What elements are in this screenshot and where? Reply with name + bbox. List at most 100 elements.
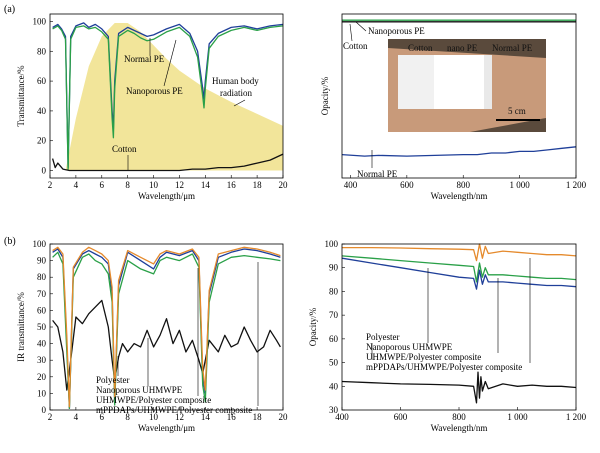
- series-line-normal-pe: [341, 146, 577, 157]
- y-tick-label: 80: [37, 46, 47, 56]
- leader-human-body: [233, 99, 246, 107]
- series-line-normal-pe: [52, 22, 284, 169]
- plot-frame: [49, 13, 284, 179]
- x-tick-label: 4: [74, 412, 79, 422]
- series-line-cotton: [51, 153, 284, 172]
- x-tick-label: 20: [279, 412, 289, 422]
- inset-label-cotton: Cotton: [408, 43, 433, 53]
- x-tick-label: 600: [394, 412, 408, 422]
- annotation-mppdaps-b: mPPDAPs/UHMWPE/Polyester composite: [96, 405, 252, 415]
- inset-label-normal-pe: Normal PE: [492, 43, 533, 53]
- y-tick-label: 100: [33, 239, 47, 249]
- y-tick-label: 40: [37, 106, 47, 116]
- x-tick-label: 16: [227, 412, 237, 422]
- x-tick-label: 8: [125, 412, 130, 422]
- panel-label-a: (a): [4, 4, 15, 15]
- annotation-nanoporous-pe: Nanoporous PE: [126, 86, 183, 96]
- y-tick-label: 0: [42, 166, 47, 176]
- annotations-a-left: Normal PE Nanoporous PE Human body radia…: [112, 38, 259, 170]
- y-tick-label: 40: [329, 381, 339, 391]
- y-tick-label: 30: [37, 355, 47, 365]
- y-tick-label: 100: [325, 239, 339, 249]
- leader-cotton-right: [349, 23, 353, 42]
- x-tick-label: 14: [201, 180, 211, 190]
- y-tick-label: 90: [329, 263, 339, 273]
- inset-scale-label: 5 cm: [508, 106, 526, 116]
- y-axis-label: IR transmittance/%: [16, 292, 26, 362]
- annotation-polyester-br: Polyester: [366, 332, 400, 342]
- annotations-a-right: Nanoporous PE Cotton Normal PE: [343, 21, 425, 179]
- x-tick-label: 1 000: [509, 180, 530, 190]
- series-line-polyester: [52, 299, 281, 391]
- y-tick-label: 80: [329, 286, 339, 296]
- x-tick-label: 2: [48, 180, 53, 190]
- x-tick-label: 1 000: [507, 412, 528, 422]
- annotation-mppdaps-br: mPPDAPs/UHMWPE/Polyester composite: [366, 362, 522, 372]
- annotation-uhmwpe-polyester-br: UHMWPE/Polyester composite: [366, 352, 481, 362]
- plot-frame: [341, 13, 577, 179]
- x-tick-label: 12: [175, 412, 184, 422]
- x-tick-label: 12: [175, 180, 184, 190]
- series-line-uhmwpe-polyester-composite: [341, 255, 577, 283]
- inset-label-nano-pe: nano PE: [447, 43, 478, 53]
- x-tick-label: 1 200: [566, 412, 587, 422]
- series-line-nanoporous-uhmwpe: [341, 257, 577, 290]
- x-axis-label: Wavelength/μm: [138, 423, 195, 433]
- x-axis-label: Wavelength/μm: [138, 191, 195, 201]
- annotation-cotton-right: Cotton: [343, 41, 368, 51]
- y-tick-label: 50: [329, 358, 339, 368]
- x-tick-label: 800: [456, 180, 470, 190]
- x-tick-label: 20: [279, 180, 289, 190]
- series-line-mppdaps-uhmwpe-polyester-composite: [342, 243, 577, 262]
- y-tick-label: 10: [37, 388, 47, 398]
- y-tick-label: 20: [37, 136, 47, 146]
- annotation-cotton: Cotton: [112, 144, 137, 154]
- x-tick-label: 18: [253, 180, 263, 190]
- y-tick-label: 50: [37, 322, 47, 332]
- series-line-polyester: [341, 371, 577, 404]
- y-tick-label: 60: [37, 76, 47, 86]
- chart-b-left: 2 4 6 8 10 12 14 16 18 20 0 10 20 30 40 50 60 70 80 90 100 Wa…: [16, 239, 288, 433]
- inset-photo: Cotton nano PE Normal PE 5 cm: [388, 39, 546, 132]
- y-tick-label: 40: [37, 339, 47, 349]
- chart-a-right: 400 600 800 1 000 1 200 Wavelength/nm Opacity/…: [320, 13, 587, 201]
- x-tick-label: 400: [344, 180, 358, 190]
- y-tick-label: 70: [37, 289, 47, 299]
- cotton-swatch: [398, 55, 434, 109]
- x-tick-label: 14: [201, 412, 211, 422]
- x-axis-label: Wavelength/nm: [431, 423, 488, 433]
- normal-pe-swatch: [484, 55, 492, 109]
- x-tick-label: 10: [149, 412, 159, 422]
- y-tick-label: 20: [37, 372, 47, 382]
- x-tick-label: 6: [100, 180, 105, 190]
- x-tick-label: 18: [253, 412, 263, 422]
- annotations-b-right: Polyester Nanoporous UHMWPE UHMWPE/Polye…: [366, 258, 531, 372]
- x-tick-label: 16: [227, 180, 237, 190]
- y-tick-label: 0: [42, 405, 47, 415]
- annotation-normal-pe-right: Normal PE: [357, 169, 398, 179]
- annotations-b-left: Polyester Nanoporous UHMWPE UHMWPE/Polye…: [96, 262, 259, 415]
- y-tick-label: 90: [37, 256, 47, 266]
- x-axis-label: Wavelength/nm: [431, 191, 488, 201]
- x-tick-label: 6: [100, 412, 105, 422]
- y-tick-label: 60: [329, 334, 339, 344]
- annotation-polyester-b: Polyester: [96, 375, 130, 385]
- panel-label-b: (b): [4, 236, 16, 247]
- annotation-nanoporous-uhmwpe-br: Nanoporous UHMWPE: [366, 342, 453, 352]
- x-tick-label: 400: [335, 412, 349, 422]
- annotation-human-body: Human body: [212, 76, 259, 86]
- annotation-nanoporous-pe-right: Nanoporous PE: [368, 26, 425, 36]
- series-line-nanoporous-pe: [52, 25, 284, 170]
- x-tick-label: 4: [74, 180, 79, 190]
- leader-nanoporous-pe-right: [355, 21, 367, 32]
- nano-pe-swatch: [434, 55, 484, 109]
- chart-b-right: 400 600 800 1 000 1 200 30 40 50 60 70 80 90 100 Wave…: [308, 239, 587, 433]
- annotation-radiation: radiation: [220, 88, 252, 98]
- x-tick-label: 1 200: [566, 180, 587, 190]
- x-tick-label: 10: [149, 180, 159, 190]
- x-tick-label: 8: [125, 180, 130, 190]
- area-human-body-radiation: [65, 22, 284, 171]
- series-line-mppdaps-uhmwpe-polyester-composite: [52, 246, 281, 408]
- x-tick-label: 600: [400, 180, 414, 190]
